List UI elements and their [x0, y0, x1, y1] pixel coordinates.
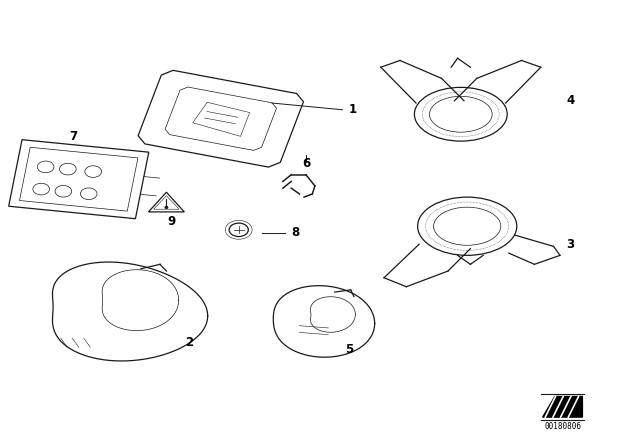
Text: 3: 3	[566, 237, 575, 251]
Text: 1: 1	[349, 103, 357, 116]
Text: 8: 8	[291, 226, 300, 240]
Text: 4: 4	[566, 94, 575, 108]
Text: 00180806: 00180806	[544, 422, 581, 431]
Text: 5: 5	[345, 343, 353, 356]
Text: 7: 7	[70, 130, 77, 143]
Text: 2: 2	[185, 336, 193, 349]
Polygon shape	[543, 396, 582, 417]
Text: 6: 6	[302, 157, 310, 170]
Circle shape	[165, 207, 168, 208]
Text: 9: 9	[168, 215, 175, 228]
